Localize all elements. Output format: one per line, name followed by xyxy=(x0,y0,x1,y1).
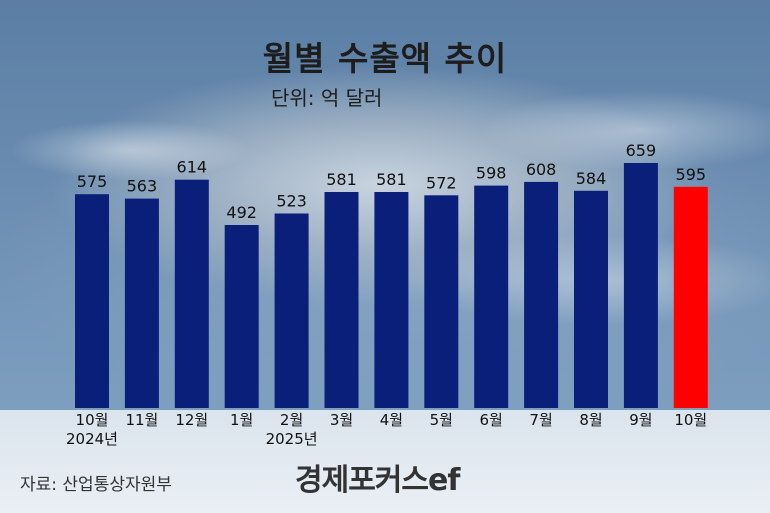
bar-8 xyxy=(474,185,509,408)
x-tick-label-5: 3월 xyxy=(330,411,353,429)
data-label-0: 575 xyxy=(77,172,108,191)
data-label-4: 523 xyxy=(276,192,307,211)
x-tick-label-9: 7월 xyxy=(529,411,552,429)
chart-title: 월별 수출액 추이 xyxy=(262,39,508,78)
publisher-logo: 경제포커스ef xyxy=(295,463,460,498)
data-label-12: 595 xyxy=(676,165,707,184)
data-label-10: 584 xyxy=(576,169,607,188)
x-tick-label-3: 1월 xyxy=(230,411,253,429)
bar-10 xyxy=(574,190,608,408)
x-tick-label-0: 10월 xyxy=(76,411,109,429)
bars-group xyxy=(75,163,708,408)
data-label-11: 659 xyxy=(626,141,657,160)
data-label-1: 563 xyxy=(127,177,158,196)
x-tick-label-4: 2월 xyxy=(280,411,303,429)
x-tick-label-6: 4월 xyxy=(380,411,403,429)
bar-7 xyxy=(424,195,459,408)
bar-4 xyxy=(274,213,309,408)
x-year-label-0: 2024년 xyxy=(66,430,118,448)
x-tick-label-7: 5월 xyxy=(430,411,453,429)
data-label-8: 598 xyxy=(476,164,507,183)
bar-1 xyxy=(124,198,159,408)
x-tick-label-12: 10월 xyxy=(674,411,707,429)
x-tick-label-8: 6월 xyxy=(480,411,503,429)
bar-11 xyxy=(623,163,658,408)
unit-label: 단위: 억 달러 xyxy=(271,86,383,110)
bar-12 xyxy=(673,186,708,408)
data-label-9: 608 xyxy=(526,160,557,179)
lower-white-band xyxy=(0,410,770,513)
data-label-3: 492 xyxy=(226,203,257,222)
bar-9 xyxy=(524,181,559,408)
x-year-label-4: 2025년 xyxy=(266,430,318,448)
data-label-6: 581 xyxy=(376,170,407,189)
data-label-7: 572 xyxy=(426,173,457,192)
data-label-5: 581 xyxy=(326,170,357,189)
bar-3 xyxy=(224,225,259,408)
x-tick-label-11: 9월 xyxy=(629,411,652,429)
bar-5 xyxy=(324,192,359,408)
source-note: 자료: 산업통상자원부 xyxy=(20,475,172,495)
x-tick-label-2: 12월 xyxy=(175,411,208,429)
bar-2 xyxy=(174,179,209,408)
bar-0 xyxy=(75,194,109,408)
bar-6 xyxy=(374,192,409,408)
x-tick-label-10: 8월 xyxy=(579,411,602,429)
data-label-2: 614 xyxy=(177,158,208,177)
x-tick-label-1: 11월 xyxy=(125,411,158,429)
data-labels-group: 575 563 614 492 523 581 581 572 598 608 584 659 595 xyxy=(77,141,706,222)
